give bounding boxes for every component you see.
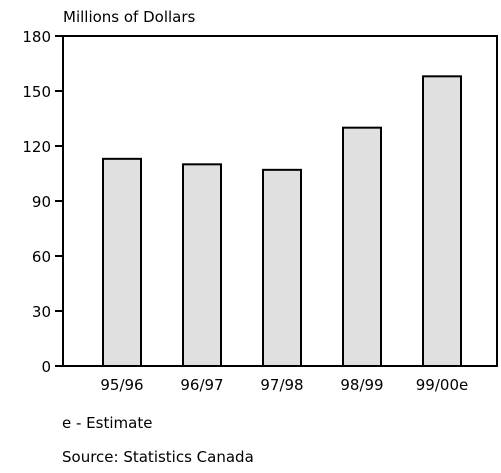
y-tick-label: 30 [32,303,51,321]
y-tick-label: 90 [32,193,51,211]
y-tick-label: 150 [22,83,51,101]
x-tick-label: 96/97 [180,376,223,394]
y-axis-label: Millions of Dollars [63,8,196,26]
estimate-note: e - Estimate [62,414,153,432]
y-tick-label: 60 [32,248,51,266]
bar-chart: Millions of Dollars 0 30 60 90 120 150 180 95/… [22,8,498,394]
bar-95-96 [102,157,142,367]
source-note: Source: Statistics Canada [62,448,254,466]
y-tick-label: 0 [41,358,51,376]
bar-97-98 [262,168,302,367]
bar-99-00e [422,75,462,367]
bars [102,75,462,367]
x-tick-label: 97/98 [260,376,303,394]
bar-98-99 [342,126,382,367]
bar-96-97 [182,163,222,367]
x-axis-tick-labels: 95/96 96/97 97/98 98/99 99/00e [100,376,468,394]
x-tick-label: 95/96 [100,376,143,394]
x-tick-label: 99/00e [416,376,468,394]
y-axis-ticks: 0 30 60 90 120 150 180 [22,28,63,376]
y-tick-label: 180 [22,28,51,46]
x-tick-label: 98/99 [340,376,383,394]
y-tick-label: 120 [22,138,51,156]
